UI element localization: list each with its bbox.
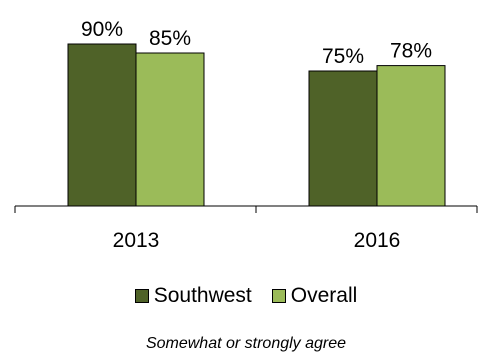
data-label-southwest-2016: 75% [322,45,364,68]
bar-overall-2016 [376,65,446,207]
legend-swatch-overall [271,289,286,303]
legend-label-southwest: Southwest [153,284,252,307]
bar-chart: 90% 75% 85% 78% 2013 2016 [14,18,478,252]
bars-group [67,43,446,207]
x-tick-label-2013: 2013 [113,229,160,252]
legend-swatch-southwest [134,289,149,303]
x-tick-label-2016: 2016 [354,229,401,252]
legend-item-southwest: Southwest [134,284,252,308]
bar-overall-2013 [135,52,205,207]
legend-item-overall: Overall [271,284,358,308]
chart-caption: Somewhat or strongly agree [145,335,347,352]
bar-southwest-2013 [67,43,137,207]
data-labels-group: 90% 75% 85% 78% [81,18,432,68]
bar-southwest-2016 [308,70,378,207]
data-label-overall-2013: 85% [149,27,191,50]
legend: Southwest Overall [0,281,492,311]
data-label-southwest-2013: 90% [81,18,123,41]
legend-label-overall: Overall [290,284,358,307]
data-label-overall-2016: 78% [390,40,432,63]
